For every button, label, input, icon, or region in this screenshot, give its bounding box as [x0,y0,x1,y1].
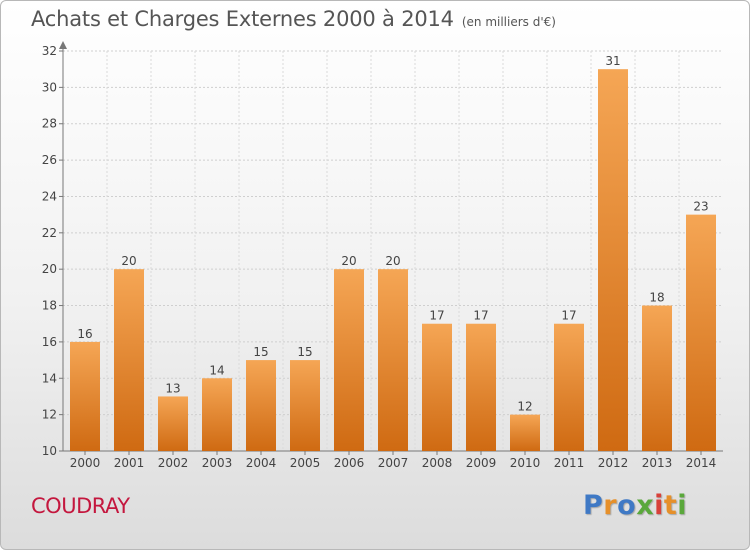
y-tick-label: 22 [42,226,57,240]
bar-2001 [114,269,144,451]
bar-2009 [466,323,496,451]
bar-2010 [510,414,540,451]
x-tick-label: 2003 [202,456,233,470]
data-label-2003: 14 [209,363,224,377]
data-label-2012: 31 [605,54,620,68]
bar-2013 [642,305,672,451]
bar-2003 [202,378,232,451]
data-label-2002: 13 [165,381,180,395]
chart-subtitle: (en milliers d'€) [461,15,556,29]
y-tick-label: 12 [42,408,57,422]
y-tick-label: 20 [42,262,57,276]
x-tick-label: 2007 [378,456,409,470]
axes: 10 12 14 16 18 20 22 24 26 28 30 32 2000 2001 2002 2003… [42,41,723,470]
logo-letter: t [663,490,678,521]
data-label-2006: 20 [341,254,356,268]
y-tick-label: 14 [42,371,57,385]
logo-letter: i [654,490,664,521]
x-tick-label: 2011 [554,456,585,470]
y-axis-arrow [59,41,67,49]
x-tick-label: 2014 [686,456,717,470]
logo-letter: i [677,490,688,521]
data-label-2010: 12 [517,400,532,414]
bar-2011 [554,323,584,451]
y-tick-label: 32 [42,44,57,58]
bar-2008 [422,323,452,451]
data-labels: 16 20 13 14 15 15 20 20 17 17 12 17 31 18 23 [77,54,708,413]
bar-2000 [70,341,100,451]
y-tick-label: 26 [42,153,57,167]
y-tick-label: 24 [42,189,57,203]
x-tick-label: 2006 [334,456,365,470]
logo-letter: r [603,490,618,521]
data-label-2014: 23 [693,200,708,214]
bar-2007 [378,269,408,451]
data-label-2004: 15 [253,345,268,359]
x-tick-label: 2004 [246,456,277,470]
x-tick-label: 2001 [114,456,145,470]
logo-letter: o [617,490,637,521]
x-tick-label: 2013 [642,456,673,470]
y-tick-label: 28 [42,117,57,131]
x-tick-label: 2010 [510,456,541,470]
data-label-2000: 16 [77,327,92,341]
bar-2004 [246,360,276,451]
y-tick-label: 30 [42,80,57,94]
bar-2002 [158,396,188,451]
x-tick-label: 2012 [598,456,629,470]
proxiti-logo[interactable]: Proxiti [583,490,687,521]
grid-lines [63,50,723,451]
logo-letter: x [636,490,655,521]
data-label-2007: 20 [385,254,400,268]
data-label-2013: 18 [649,291,664,305]
bar-2005 [290,360,320,451]
data-label-2008: 17 [429,309,444,323]
y-tick-label: 10 [42,444,57,458]
chart-title: Achats et Charges Externes 2000 à 2014 [31,7,454,31]
data-label-2011: 17 [561,309,576,323]
bar-2014 [686,214,716,451]
data-label-2009: 17 [473,309,488,323]
x-tick-label: 2000 [70,456,101,470]
x-tick-label: 2009 [466,456,497,470]
y-tick-label: 16 [42,335,57,349]
x-tick-label: 2008 [422,456,453,470]
bar-2006 [334,269,364,451]
y-tick-label: 18 [42,299,57,313]
bars [70,69,716,451]
chart-title-block: Achats et Charges Externes 2000 à 2014 (e… [31,7,556,31]
data-label-2005: 15 [297,345,312,359]
data-label-2001: 20 [121,254,136,268]
bar-2012 [598,69,628,451]
logo-letter: P [583,490,604,521]
x-tick-label: 2005 [290,456,321,470]
x-tick-label: 2002 [158,456,189,470]
commune-name: COUDRAY [31,494,130,518]
